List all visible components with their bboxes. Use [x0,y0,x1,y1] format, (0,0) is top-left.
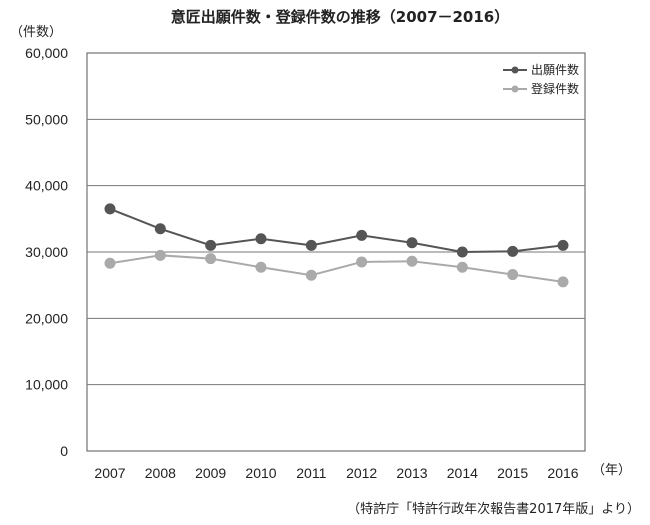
y-tick-label-30000: 30,000 [25,244,68,260]
x-tick-label-2007: 2007 [94,465,125,481]
x-tick-label-2009: 2009 [195,465,226,481]
x-tick-label-2011: 2011 [296,465,326,481]
data-point-series-1-2010 [255,233,267,245]
data-point-series-2-2008 [154,249,166,261]
data-point-series-1-2012 [356,229,368,241]
data-point-series-2-2007 [104,257,116,269]
data-point-series-2-2013 [406,255,418,267]
series-line-1 [109,207,564,254]
legend-marker-series-1 [511,66,519,74]
x-tick-label-2008: 2008 [145,465,176,481]
legend: 出願件数 登録件数 [503,62,579,96]
data-point-series-2-2010 [255,261,267,273]
x-tick-label-2016: 2016 [547,465,578,481]
legend-label-series-1: 出願件数 [531,62,579,77]
data-point-series-2-2012 [356,256,368,268]
data-point-series-1-2015 [507,245,519,257]
data-point-series-1-2014 [456,246,468,258]
data-point-series-2-2014 [456,261,468,273]
series-layer [104,203,569,288]
series-line-2 [109,254,564,283]
y-tick-label-40000: 40,000 [25,178,68,194]
x-tick-label-2013: 2013 [396,465,427,481]
y-tick-label-0: 0 [60,443,68,459]
y-tick-label-20000: 20,000 [25,310,68,326]
y-tick-label-60000: 60,000 [25,45,68,61]
data-point-series-1-2013 [406,237,418,249]
legend-label-series-2: 登録件数 [531,81,579,96]
legend-marker-series-2 [511,85,519,93]
x-axis-ticks: 2007 2008 2009 2010 2011 2012 2013 2014 2015 2016 [94,465,578,481]
data-point-series-1-2009 [205,239,217,251]
data-point-series-2-2015 [507,269,519,281]
x-axis-unit-label: （年） [592,463,631,478]
source-note: （特許庁「特許行政年次報告書2017年版」より） [347,501,640,517]
data-point-series-2-2011 [305,269,317,281]
data-point-series-1-2016 [557,239,569,251]
x-tick-label-2012: 2012 [346,465,377,481]
x-tick-label-2014: 2014 [447,465,478,481]
data-point-series-1-2008 [154,223,166,235]
y-axis-unit-label: （件数） [10,25,62,40]
data-point-series-1-2011 [305,239,317,251]
data-point-series-2-2009 [205,253,217,265]
x-tick-label-2010: 2010 [245,465,276,481]
x-tick-label-2015: 2015 [497,465,528,481]
series-1 [104,203,569,258]
y-tick-label-10000: 10,000 [25,377,68,393]
data-point-series-1-2007 [104,203,116,215]
y-axis-ticks: 0 10,000 20,000 30,000 40,000 50,000 60,000 [25,45,68,459]
chart-title: 意匠出願件数・登録件数の推移（2007－2016） [171,8,510,26]
data-point-series-2-2016 [557,276,569,288]
y-tick-label-50000: 50,000 [25,111,68,127]
series-2 [104,249,569,288]
